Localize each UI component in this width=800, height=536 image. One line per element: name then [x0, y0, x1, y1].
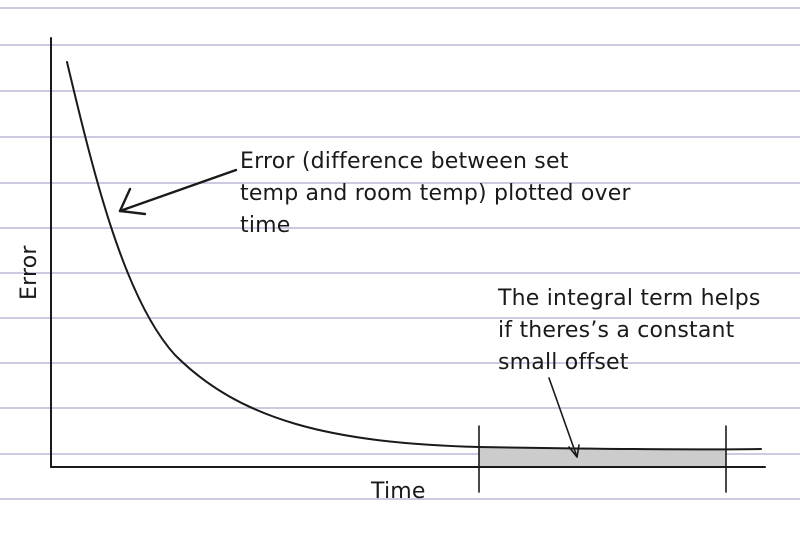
integral-note-line-1: The integral term helps [497, 286, 761, 311]
error-note-arrow [118, 168, 238, 216]
offset-bounds [478, 425, 727, 493]
y-axis-label: Error [17, 245, 42, 300]
error-note-line-2: temp and room temp) plotted over [240, 181, 631, 206]
integral-note: The integral term helps if theres’s a co… [497, 286, 761, 375]
integral-note-arrow [548, 377, 580, 458]
error-curve [66, 61, 762, 451]
axes [50, 37, 766, 468]
integral-note-line-2: if theres’s a constant [498, 318, 735, 343]
offset-shaded-region [479, 447, 726, 467]
ruled-lines [0, 7, 800, 500]
error-note-line-3: time [240, 213, 291, 238]
error-note: Error (difference between set temp and r… [240, 149, 631, 238]
x-axis-label: Time [370, 479, 426, 504]
error-note-line-1: Error (difference between set [240, 149, 569, 174]
integral-note-line-3: small offset [498, 350, 629, 375]
